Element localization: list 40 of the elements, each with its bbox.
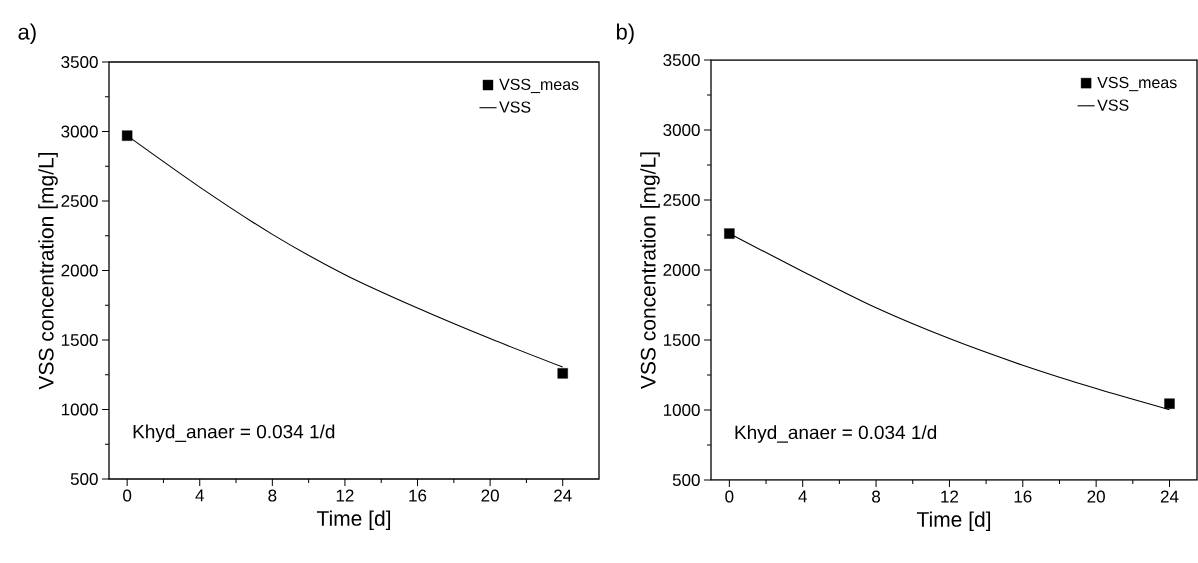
y-axis-title: VSS concentration [mg/L]	[38, 152, 58, 390]
x-tick-label: 8	[872, 490, 881, 503]
legend-label: VSS_meas	[499, 78, 579, 94]
y-tick-label: 2000	[61, 264, 98, 277]
x-tick-label: 20	[481, 489, 499, 502]
y-tick-label: 3000	[61, 125, 98, 138]
x-tick-label: 0	[725, 490, 734, 503]
legend-label: VSS	[1097, 99, 1129, 111]
legend-label: VSS_meas	[1097, 76, 1177, 92]
y-tick-label: 1500	[663, 333, 700, 347]
chart-title: a)	[18, 23, 36, 45]
y-tick-label: 3500	[663, 53, 700, 67]
y-tick-label: 2500	[61, 194, 98, 208]
x-tick-label: 20	[1087, 490, 1105, 503]
annotation: Khyd_anaer = 0.034 1/d	[735, 425, 937, 443]
y-tick-label: 500	[672, 473, 700, 487]
x-tick-label: 12	[941, 490, 959, 503]
y-tick-label: 3000	[663, 123, 700, 137]
y-tick-label: 2500	[663, 193, 700, 207]
y-tick-label: 1500	[61, 333, 98, 347]
y-axis-title: VSS concentration [mg/L]	[640, 152, 660, 389]
x-tick-label: 0	[123, 489, 132, 502]
chart-title: b)	[616, 23, 634, 45]
x-tick-label: 16	[409, 489, 427, 502]
y-tick-label: 3500	[61, 55, 98, 69]
x-tick-label: 24	[1160, 490, 1179, 503]
x-tick-label: 24	[554, 489, 572, 502]
x-tick-label: 12	[336, 489, 354, 502]
x-axis-title: Time [d]	[316, 510, 391, 531]
x-tick-label: 16	[1014, 490, 1032, 503]
x-tick-label: 4	[195, 489, 204, 502]
y-tick-label: 2000	[663, 263, 700, 277]
y-tick-label: 1000	[61, 403, 98, 416]
y-tick-label: 500	[70, 472, 98, 486]
x-tick-label: 8	[268, 489, 277, 502]
x-tick-label: 4	[798, 490, 807, 503]
legend-label: VSS	[499, 101, 531, 113]
x-axis-title: Time [d]	[916, 511, 991, 532]
y-tick-label: 1000	[663, 403, 700, 417]
annotation: Khyd_anaer = 0.034 1/d	[133, 424, 335, 443]
